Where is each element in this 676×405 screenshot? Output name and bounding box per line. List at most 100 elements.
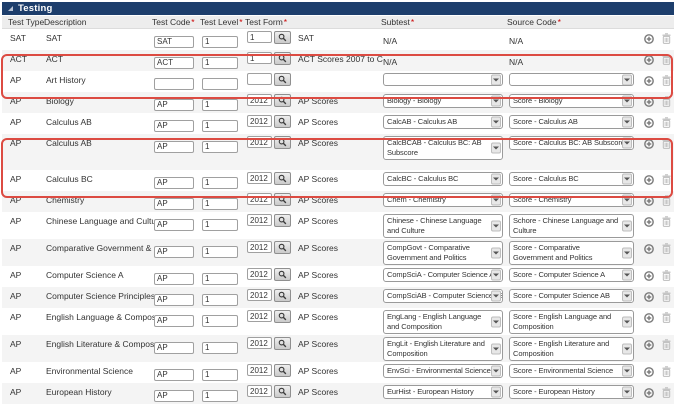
test-level-input[interactable]	[202, 389, 238, 402]
test-level-input[interactable]	[202, 314, 238, 327]
test-code-input[interactable]	[154, 35, 194, 48]
add-row-button[interactable]	[640, 289, 658, 305]
test-level-input[interactable]	[202, 140, 238, 153]
test-level-input[interactable]	[202, 98, 238, 111]
subtest-select[interactable]: EnvSci - Environmental Science	[383, 364, 503, 378]
add-row-button[interactable]	[640, 241, 658, 257]
test-form-search-button[interactable]	[274, 172, 291, 185]
source-code-select[interactable]: Score - Calculus AB	[509, 115, 634, 129]
delete-row-button[interactable]	[658, 289, 674, 305]
subtest-select[interactable]: CompSciAB - Computer Science AB	[383, 289, 503, 303]
delete-row-button[interactable]	[658, 52, 674, 68]
test-level-input[interactable]	[202, 272, 238, 285]
delete-row-button[interactable]	[658, 337, 674, 353]
source-code-select[interactable]: Schore - Chinese Language and Culture	[509, 214, 634, 238]
test-code-input[interactable]	[154, 293, 194, 306]
test-level-input[interactable]	[202, 77, 238, 90]
test-form-search-button[interactable]	[274, 193, 291, 206]
source-code-select[interactable]	[509, 73, 634, 86]
test-form-search-button[interactable]	[274, 31, 291, 44]
add-row-button[interactable]	[640, 268, 658, 284]
delete-row-button[interactable]	[658, 385, 674, 401]
source-code-select[interactable]: Score - Calculus BC: AB Subscore	[509, 136, 634, 150]
test-form-search-button[interactable]	[274, 115, 291, 128]
test-code-input[interactable]	[154, 56, 194, 69]
test-code-input[interactable]	[154, 389, 194, 402]
add-row-button[interactable]	[640, 172, 658, 188]
delete-row-button[interactable]	[658, 364, 674, 380]
test-level-input[interactable]	[202, 218, 238, 231]
test-level-input[interactable]	[202, 341, 238, 354]
test-form-input[interactable]	[247, 241, 272, 253]
add-row-button[interactable]	[640, 310, 658, 326]
test-form-search-button[interactable]	[274, 241, 291, 254]
subtest-select[interactable]: Biology - Biology	[383, 94, 503, 108]
test-code-input[interactable]	[154, 368, 194, 381]
test-code-input[interactable]	[154, 98, 194, 111]
test-code-input[interactable]	[154, 197, 194, 210]
delete-row-button[interactable]	[658, 268, 674, 284]
test-code-input[interactable]	[154, 341, 194, 354]
test-code-input[interactable]	[154, 119, 194, 132]
test-form-input[interactable]	[247, 268, 272, 280]
add-row-button[interactable]	[640, 73, 658, 89]
test-code-input[interactable]	[154, 176, 194, 189]
delete-row-button[interactable]	[658, 115, 674, 131]
subtest-select[interactable]	[383, 73, 503, 86]
test-form-search-button[interactable]	[274, 73, 291, 86]
test-level-input[interactable]	[202, 176, 238, 189]
test-form-input[interactable]	[247, 172, 272, 184]
subtest-select[interactable]: Chem - Chemistry	[383, 193, 503, 207]
test-code-input[interactable]	[154, 314, 194, 327]
delete-row-button[interactable]	[658, 172, 674, 188]
delete-row-button[interactable]	[658, 94, 674, 110]
source-code-select[interactable]: Score - Chemistry	[509, 193, 634, 207]
source-code-select[interactable]: Score - English Language and Composition	[509, 310, 634, 334]
add-row-button[interactable]	[640, 364, 658, 380]
test-form-search-button[interactable]	[274, 268, 291, 281]
test-form-input[interactable]	[247, 31, 272, 43]
test-form-search-button[interactable]	[274, 385, 291, 398]
test-level-input[interactable]	[202, 56, 238, 69]
delete-row-button[interactable]	[658, 310, 674, 326]
delete-row-button[interactable]	[658, 241, 674, 257]
test-form-search-button[interactable]	[274, 136, 291, 149]
test-form-search-button[interactable]	[274, 289, 291, 302]
test-form-search-button[interactable]	[274, 94, 291, 107]
subtest-select[interactable]: CalcBC - Calculus BC	[383, 172, 503, 186]
test-form-input[interactable]	[247, 52, 272, 64]
test-form-input[interactable]	[247, 364, 272, 376]
delete-row-button[interactable]	[658, 193, 674, 209]
test-form-input[interactable]	[247, 337, 272, 349]
section-header-testing[interactable]: Testing	[2, 2, 674, 15]
subtest-select[interactable]: EngLang - English Language and Compositi…	[383, 310, 503, 334]
test-form-input[interactable]	[247, 385, 272, 397]
source-code-select[interactable]: Score - Computer Science AB	[509, 289, 634, 303]
add-row-button[interactable]	[640, 193, 658, 209]
test-form-search-button[interactable]	[274, 310, 291, 323]
delete-row-button[interactable]	[658, 214, 674, 230]
add-row-button[interactable]	[640, 115, 658, 131]
source-code-select[interactable]: Score - Computer Science A	[509, 268, 634, 282]
test-level-input[interactable]	[202, 119, 238, 132]
add-row-button[interactable]	[640, 337, 658, 353]
test-form-input[interactable]	[247, 193, 272, 205]
test-code-input[interactable]	[154, 140, 194, 153]
add-row-button[interactable]	[640, 31, 658, 47]
source-code-select[interactable]: Score - European History	[509, 385, 634, 399]
test-level-input[interactable]	[202, 197, 238, 210]
subtest-select[interactable]: CompGovt - Comparative Government and Po…	[383, 241, 503, 265]
add-row-button[interactable]	[640, 136, 658, 152]
test-form-input[interactable]	[247, 115, 272, 127]
delete-row-button[interactable]	[658, 31, 674, 47]
source-code-select[interactable]: Score - Environmental Science	[509, 364, 634, 378]
test-form-search-button[interactable]	[274, 337, 291, 350]
delete-row-button[interactable]	[658, 73, 674, 89]
test-form-input[interactable]	[247, 73, 272, 85]
test-form-input[interactable]	[247, 310, 272, 322]
subtest-select[interactable]: EurHist - European History	[383, 385, 503, 399]
test-form-input[interactable]	[247, 214, 272, 226]
test-code-input[interactable]	[154, 77, 194, 90]
subtest-select[interactable]: CalcBCAB - Calculus BC: AB Subscore	[383, 136, 503, 160]
test-form-search-button[interactable]	[274, 364, 291, 377]
